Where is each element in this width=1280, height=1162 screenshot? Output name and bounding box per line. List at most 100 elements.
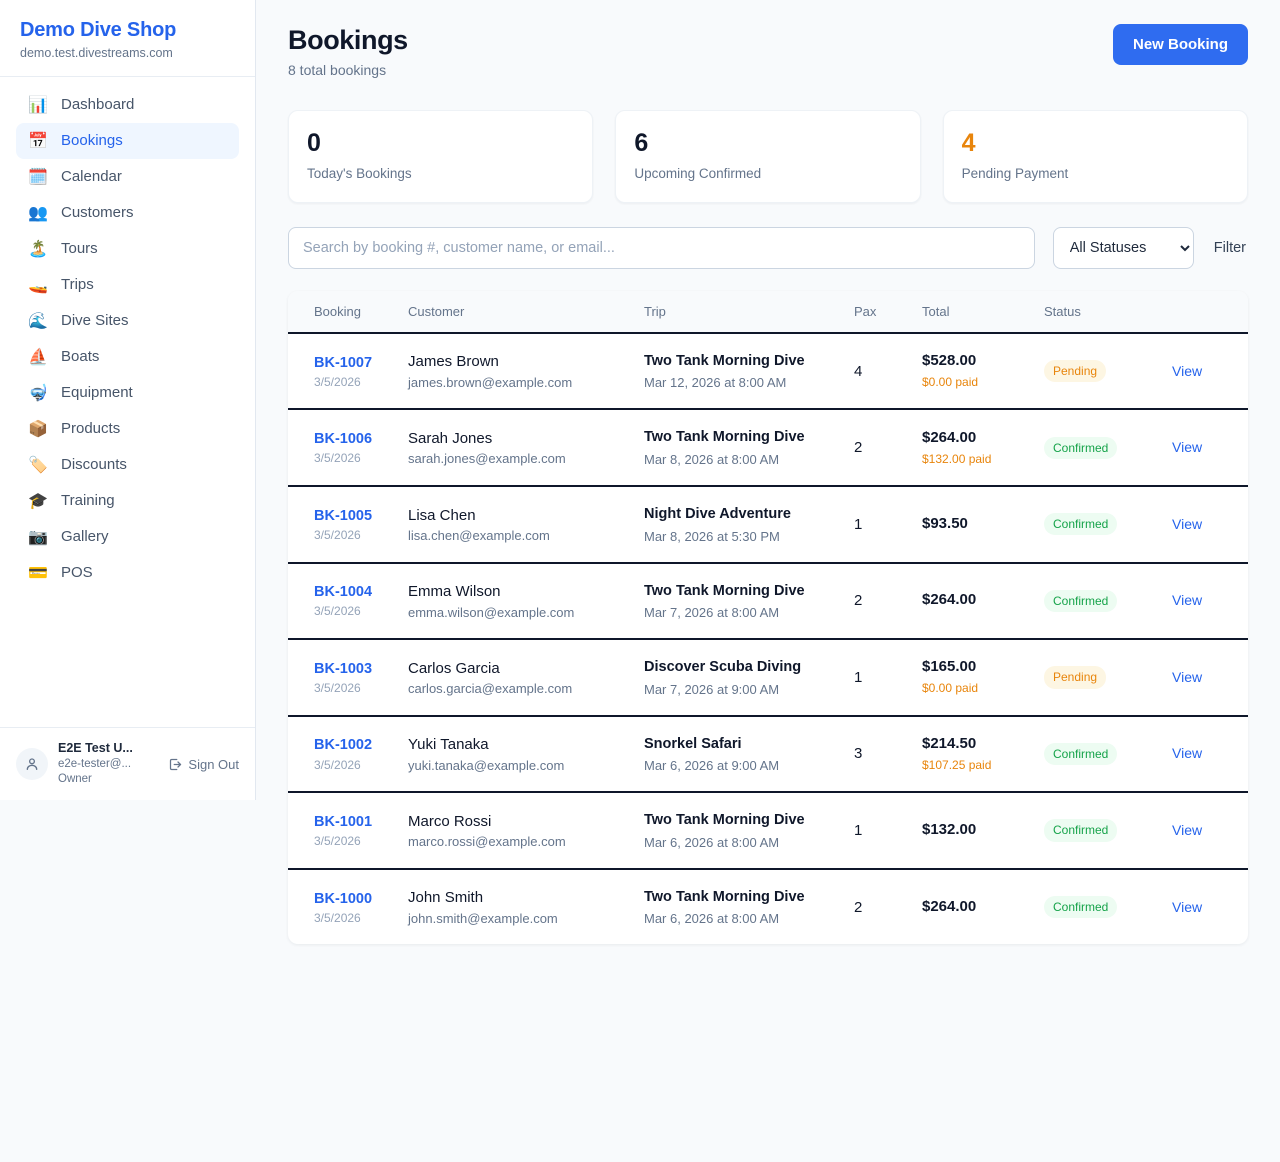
column-header-total[interactable]: Total	[912, 290, 1034, 334]
column-header-trip[interactable]: Trip	[634, 290, 844, 334]
sidebar-item-dive-sites[interactable]: 🌊 Dive Sites	[16, 303, 239, 339]
filter-button[interactable]: Filter	[1213, 239, 1246, 256]
cell-total: $264.00	[912, 563, 1034, 640]
trip-name: Two Tank Morning Dive	[644, 352, 805, 369]
new-booking-button[interactable]: New Booking	[1112, 24, 1248, 65]
sidebar-item-customers[interactable]: 👥 Customers	[16, 195, 239, 231]
sidebar-item-tours[interactable]: 🏝️ Tours	[16, 231, 239, 267]
column-header-pax[interactable]: Pax	[844, 290, 912, 334]
sidebar-item-label: Equipment	[61, 384, 133, 401]
cell-total: $214.50 $107.25 paid	[912, 716, 1034, 793]
status-badge: Confirmed	[1044, 742, 1118, 766]
cell-actions: View	[1162, 333, 1248, 410]
view-booking-link[interactable]: View	[1172, 668, 1203, 685]
sidebar-item-boats[interactable]: ⛵ Boats	[16, 339, 239, 375]
trip-datetime: Mar 7, 2026 at 9:00 AM	[644, 681, 780, 697]
cell-total: $264.00 $132.00 paid	[912, 409, 1034, 486]
sidebar-item-trips[interactable]: 🚤 Trips	[16, 267, 239, 303]
sidebar-item-label: Dashboard	[61, 96, 135, 113]
status-filter-select[interactable]: All Statuses	[1052, 226, 1194, 269]
user-name: E2E Test U...	[58, 741, 133, 756]
sidebar-item-calendar[interactable]: 🗓️ Calendar	[16, 159, 239, 195]
table-row[interactable]: BK-1003 3/5/2026 Carlos Garcia carlos.garci…	[288, 639, 1248, 716]
view-booking-link[interactable]: View	[1172, 745, 1203, 762]
bookings-table-card: Booking Customer Trip Pax Total Status B…	[288, 290, 1248, 945]
brand-domain: demo.test.divestreams.com	[20, 46, 173, 60]
cell-trip: Snorkel Safari Mar 6, 2026 at 9:00 AM	[634, 716, 844, 793]
cell-customer: Yuki Tanaka yuki.tanaka@example.com	[398, 716, 634, 793]
package-icon: 📦	[28, 419, 48, 438]
table-row[interactable]: BK-1001 3/5/2026 Marco Rossi marco.rossi@ex…	[288, 792, 1248, 869]
sidebar-item-products[interactable]: 📦 Products	[16, 411, 239, 447]
booking-id-link[interactable]: BK-1005	[314, 507, 373, 524]
sidebar-item-label: Calendar	[61, 168, 122, 185]
customer-name: Emma Wilson	[408, 583, 501, 601]
sidebar-item-label: Discounts	[61, 456, 127, 473]
sidebar-item-label: Boats	[61, 348, 100, 365]
stat-value: 6	[634, 129, 649, 158]
sidebar-item-bookings[interactable]: 📅 Bookings	[16, 123, 239, 159]
sidebar-item-training[interactable]: 🎓 Training	[16, 483, 239, 519]
booking-id-link[interactable]: BK-1003	[314, 660, 373, 677]
view-booking-link[interactable]: View	[1172, 439, 1203, 456]
cell-status: Confirmed	[1034, 792, 1162, 869]
sidebar-item-equipment[interactable]: 🤿 Equipment	[16, 375, 239, 411]
trip-name: Discover Scuba Diving	[644, 659, 802, 676]
table-row[interactable]: BK-1000 3/5/2026 John Smith john.smith@exam…	[288, 869, 1248, 945]
trip-datetime: Mar 8, 2026 at 5:30 PM	[644, 528, 780, 544]
total-amount: $264.00	[922, 591, 977, 609]
cell-total: $165.00 $0.00 paid	[912, 639, 1034, 716]
sidebar-item-label: Customers	[61, 204, 134, 221]
booking-id-link[interactable]: BK-1004	[314, 584, 373, 601]
cell-actions: View	[1162, 716, 1248, 793]
cell-trip: Two Tank Morning Dive Mar 6, 2026 at 8:00…	[634, 869, 844, 945]
sidebar-item-dashboard[interactable]: 📊 Dashboard	[16, 87, 239, 123]
booking-id-link[interactable]: BK-1007	[314, 354, 373, 371]
customer-name: Sarah Jones	[408, 429, 493, 447]
cell-actions: View	[1162, 409, 1248, 486]
sidebar-item-label: Products	[61, 420, 121, 437]
customer-email: carlos.garcia@example.com	[408, 681, 573, 697]
filters-bar: All Statuses Filter	[288, 226, 1248, 269]
cell-status: Confirmed	[1034, 563, 1162, 640]
brand-block: Demo Dive Shop demo.test.divestreams.com	[0, 0, 255, 77]
column-header-customer[interactable]: Customer	[398, 290, 634, 334]
two-people-icon: 👥	[28, 203, 48, 222]
trip-datetime: Mar 6, 2026 at 9:00 AM	[644, 758, 780, 774]
view-booking-link[interactable]: View	[1172, 362, 1203, 379]
status-badge: Confirmed	[1044, 819, 1118, 842]
table-row[interactable]: BK-1002 3/5/2026 Yuki Tanaka yuki.tanaka@ex…	[288, 716, 1248, 793]
cell-status: Confirmed	[1034, 409, 1162, 486]
sidebar-item-label: Training	[61, 492, 115, 509]
booking-id-link[interactable]: BK-1002	[314, 737, 373, 754]
page-header: Bookings 8 total bookings New Booking	[288, 24, 1248, 78]
status-badge: Confirmed	[1044, 589, 1118, 613]
sidebar-item-discounts[interactable]: 🏷️ Discounts	[16, 447, 239, 483]
table-row[interactable]: BK-1005 3/5/2026 Lisa Chen lisa.chen@exampl…	[288, 486, 1248, 563]
table-row[interactable]: BK-1006 3/5/2026 Sarah Jones sarah.jones@ex…	[288, 409, 1248, 487]
booking-id-link[interactable]: BK-1006	[314, 431, 373, 448]
table-row[interactable]: BK-1004 3/5/2026 Emma Wilson emma.wilson@ex…	[288, 563, 1248, 640]
page-title: Bookings	[288, 25, 408, 55]
sign-out-button[interactable]: Sign Out	[168, 757, 239, 772]
credit-card-icon: 💳	[28, 563, 48, 582]
table-row[interactable]: BK-1007 3/5/2026 James Brown james.brown@ex…	[288, 333, 1248, 410]
search-input[interactable]	[288, 226, 1035, 269]
view-booking-link[interactable]: View	[1172, 515, 1203, 532]
view-booking-link[interactable]: View	[1172, 898, 1203, 915]
sidebar-item-gallery[interactable]: 📷 Gallery	[16, 519, 239, 555]
view-booking-link[interactable]: View	[1172, 822, 1203, 839]
cell-actions: View	[1162, 869, 1248, 945]
booking-id-link[interactable]: BK-1001	[314, 813, 373, 830]
column-header-status[interactable]: Status	[1034, 290, 1162, 334]
view-booking-link[interactable]: View	[1172, 592, 1203, 609]
sidebar-item-pos[interactable]: 💳 POS	[16, 555, 239, 591]
cell-total: $132.00	[912, 792, 1034, 869]
wave-icon: 🌊	[28, 311, 48, 330]
sidebar-item-label: POS	[61, 564, 93, 581]
column-header-booking[interactable]: Booking	[288, 290, 398, 334]
booking-id-link[interactable]: BK-1000	[314, 890, 373, 907]
trip-datetime: Mar 12, 2026 at 8:00 AM	[644, 375, 787, 391]
cell-pax: 4	[844, 333, 912, 410]
amount-paid: $0.00 paid	[922, 681, 979, 696]
